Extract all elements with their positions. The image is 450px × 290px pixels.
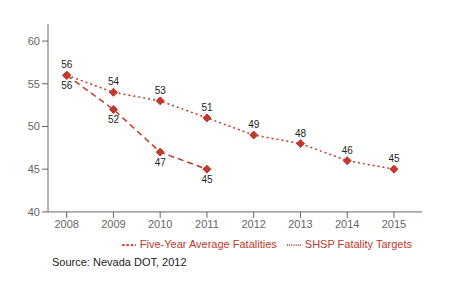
svg-text:49: 49 [248,119,260,130]
svg-text:2011: 2011 [195,218,219,230]
svg-text:48: 48 [295,128,307,139]
svg-text:60: 60 [28,35,40,47]
svg-text:2008: 2008 [54,218,78,230]
html-text:Five-Year Average Fatalities: Five-Year Average Fatalities [139,237,277,250]
svg-text:2012: 2012 [241,218,265,230]
svg-text:56: 56 [61,80,73,91]
svg-text:52: 52 [108,114,120,125]
svg-text:45: 45 [388,153,400,164]
svg-text:54: 54 [108,76,120,87]
svg-text:45: 45 [28,163,40,175]
svg-text:2010: 2010 [148,218,172,230]
svg-text:45: 45 [201,174,213,185]
svg-text:55: 55 [28,78,40,90]
svg-text:56: 56 [61,59,73,70]
svg-text:2013: 2013 [288,218,312,230]
html-text:SHSP Fatality Targets: SHSP Fatality Targets [304,237,412,250]
svg-text:2014: 2014 [335,218,359,230]
svg-text:2015: 2015 [382,218,406,230]
svg-text:51: 51 [201,102,213,113]
svg-text:40: 40 [28,206,40,218]
svg-text:2009: 2009 [101,218,125,230]
svg-text:46: 46 [342,145,354,156]
svg-text:47: 47 [155,157,167,168]
svg-text:50: 50 [28,120,40,132]
svg-text:53: 53 [155,85,167,96]
html-text:Source: Nevada DOT, 2012: Source: Nevada DOT, 2012 [52,256,187,268]
